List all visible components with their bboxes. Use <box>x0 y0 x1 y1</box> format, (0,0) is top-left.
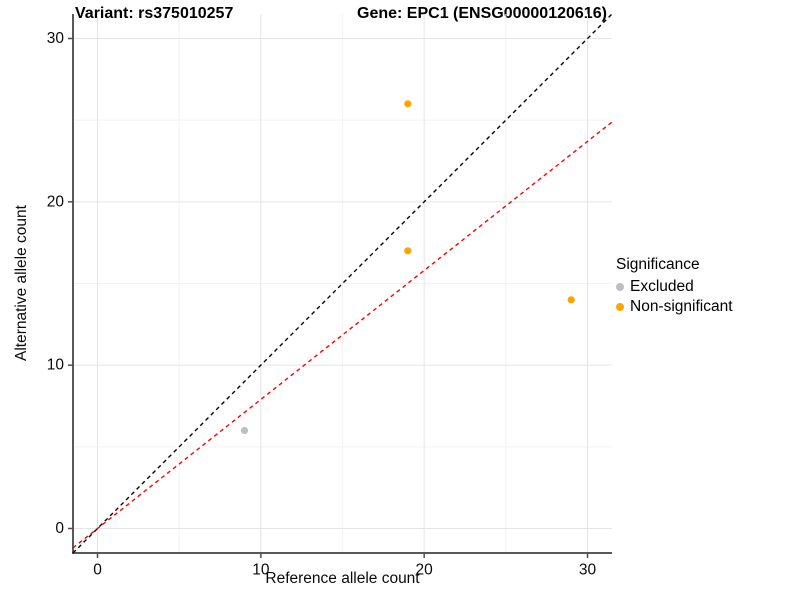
x-tick-label: 0 <box>93 561 102 578</box>
legend-label-non-significant: Non-significant <box>630 298 733 315</box>
data-point-non-significant <box>404 247 412 255</box>
data-point-non-significant <box>567 296 575 304</box>
legend-entry-excluded: Excluded <box>616 277 733 297</box>
x-tick-label: 10 <box>252 561 270 578</box>
y-tick-label: 30 <box>47 30 65 47</box>
y-tick-label: 20 <box>47 193 65 210</box>
x-tick-label: 20 <box>416 561 434 578</box>
y-tick-label: 0 <box>55 520 64 537</box>
legend-entry-non-significant: Non-significant <box>616 297 733 317</box>
expected-ratio-line <box>72 121 613 549</box>
y-tick-label: 10 <box>47 357 65 374</box>
excluded-dot-icon <box>616 283 624 291</box>
x-axis-label: Reference allele count <box>265 570 420 587</box>
y-axis-label: Alternative allele count <box>13 205 30 361</box>
non-significant-dot-icon <box>616 303 624 311</box>
legend-title: Significance <box>616 256 700 273</box>
legend: Significance Excluded Non-significant <box>616 256 733 317</box>
x-tick-label: 30 <box>579 561 597 578</box>
data-point-excluded <box>240 426 249 435</box>
plot-title-gene: Gene: EPC1 (ENSG00000120616) <box>357 5 607 22</box>
legend-label-excluded: Excluded <box>630 278 694 295</box>
plot-title-variant: Variant: rs375010257 <box>75 5 234 22</box>
data-point-non-significant <box>404 100 412 108</box>
